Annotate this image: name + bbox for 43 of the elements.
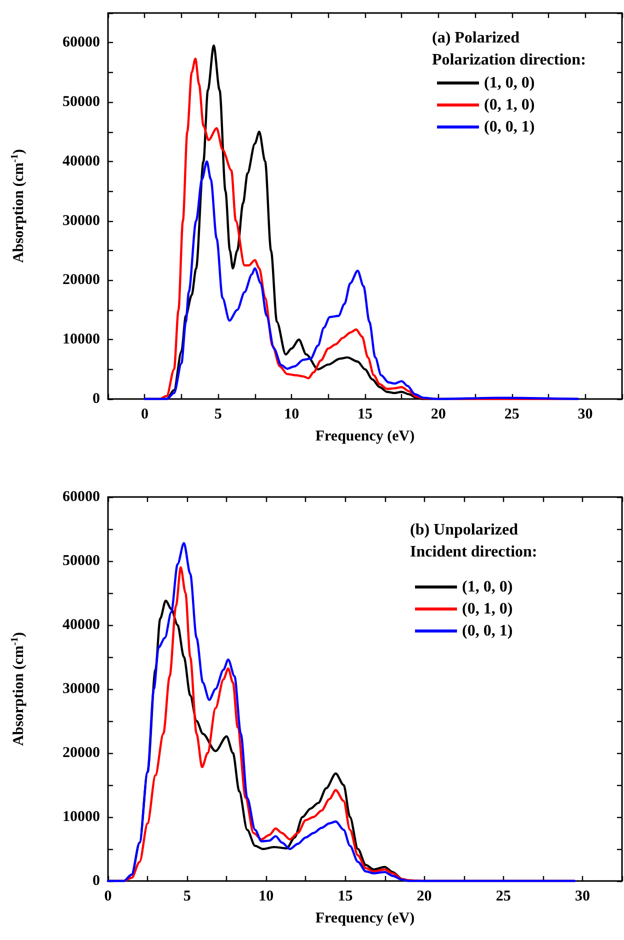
legend-label: (0, 0, 1) [484,118,535,136]
line-series [144,160,580,400]
y-tick-label: 30000 [62,681,100,697]
x-tick-label: 10 [284,406,300,422]
x-axis-title: Frequency (eV) [315,910,415,926]
y-tick-label: 40000 [62,617,100,633]
legend-label: (0, 1, 0) [484,96,535,114]
y-tick-label: 0 [92,873,100,889]
x-tick-label: 30 [574,888,590,904]
x-tick-label: 15 [358,406,372,422]
legend-label: (1, 0, 0) [484,74,535,92]
x-tick-label: 5 [214,406,222,422]
legend-title: Polarization direction: [432,52,586,68]
y-tick-label: 30000 [62,212,100,229]
y-tick-label: 20000 [62,272,100,288]
x-tick-label: 25 [496,888,511,904]
text: (b) Unpolarized [410,522,518,538]
y-tick-label: 20000 [62,745,100,761]
y-tick-label: 60000 [62,34,100,51]
x-tick-label: 30 [578,406,593,422]
x-tick-label: 20 [416,888,432,904]
x-tick-label: 25 [504,406,520,422]
y-axis-title: Absorption (cm-1) [10,632,27,746]
y-tick-label: 40000 [62,153,100,170]
y-tick-label: 10000 [62,809,100,825]
x-axis-title: Frequency (eV) [315,428,415,444]
x-tick-label: 20 [430,406,446,422]
y-tick-label: 10000 [62,332,100,348]
x-tick-label: 10 [258,888,274,904]
y-tick-label: 50000 [62,553,100,569]
legend-label: (0, 0, 1) [462,622,513,640]
legend-label: (1, 0, 0) [462,578,513,596]
y-tick-label: 0 [92,391,100,407]
x-tick-label: 0 [104,888,112,904]
legend-label: (0, 1, 0) [462,600,513,618]
text: (a) Polarized [432,30,520,46]
y-tick-label: 50000 [62,94,100,110]
x-tick-label: 5 [183,888,191,904]
x-tick-label: 15 [338,888,353,904]
y-axis-title: Absorption (cm-1) [10,149,27,263]
legend-title: Incident direction: [410,544,538,560]
y-tick-label: 60000 [62,489,100,505]
x-tick-label: 0 [140,406,148,422]
